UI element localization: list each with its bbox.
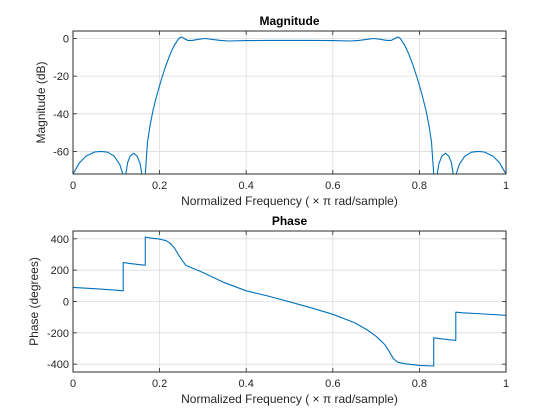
phase-series-line <box>72 236 507 367</box>
magnitude-plot-area <box>72 30 507 175</box>
phase-y-tick-label: 0 <box>63 297 69 309</box>
phase-x-tick-label: 0.8 <box>412 378 427 390</box>
magnitude-x-tick-label: 0.6 <box>325 180 340 192</box>
phase-x-tick-label: 0.2 <box>152 378 167 390</box>
magnitude-grid <box>73 31 506 174</box>
phase-x-tick-label: 1 <box>503 378 509 390</box>
magnitude-series-line <box>72 150 124 175</box>
phase-trace <box>72 236 507 367</box>
phase-axes: 0 0.2 0.4 0.6 0.8 1 400 200 0 -200 -400 Phase Norm… <box>27 214 509 406</box>
magnitude-y-tick-label: 0 <box>63 34 69 46</box>
phase-x-tick-label: 0 <box>70 378 76 390</box>
magnitude-series-line <box>436 152 454 175</box>
phase-y-tick-label: 400 <box>51 234 69 246</box>
phase-ticks: 0 0.2 0.4 0.6 0.8 1 400 200 0 -200 -400 <box>47 231 509 390</box>
magnitude-y-axis-label: Magnitude (dB) <box>34 61 48 143</box>
phase-y-tick-label: -200 <box>47 328 69 340</box>
magnitude-series-line <box>125 152 143 175</box>
magnitude-series-line <box>144 36 435 175</box>
magnitude-y-tick-label: -20 <box>53 71 69 83</box>
phase-x-tick-label: 0.6 <box>325 378 340 390</box>
magnitude-x-tick-label: 0 <box>70 180 76 192</box>
magnitude-axes: 0 0.2 0.4 0.6 0.8 1 0 -20 -40 -60 Magnitude Norma… <box>34 14 509 208</box>
phase-y-tick-label: 200 <box>51 265 69 277</box>
magnitude-ticks: 0 0.2 0.4 0.6 0.8 1 0 -20 -40 -60 <box>53 31 509 192</box>
phase-y-axis-label: Phase (degrees) <box>27 257 41 346</box>
magnitude-x-axis-label: Normalized Frequency ( × π rad/sample) <box>181 194 398 208</box>
magnitude-trace <box>72 36 507 175</box>
magnitude-x-tick-label: 1 <box>503 180 509 192</box>
phase-title: Phase <box>272 214 308 228</box>
phase-x-tick-label: 0.4 <box>239 378 254 390</box>
phase-x-axis-label: Normalized Frequency ( × π rad/sample) <box>181 392 398 406</box>
magnitude-series-line <box>455 150 507 175</box>
magnitude-x-tick-label: 0.4 <box>239 180 254 192</box>
phase-y-tick-label: -400 <box>47 359 69 371</box>
magnitude-x-tick-label: 0.2 <box>152 180 167 192</box>
magnitude-x-tick-label: 0.8 <box>412 180 427 192</box>
magnitude-title: Magnitude <box>260 14 320 28</box>
magnitude-y-tick-label: -40 <box>53 109 69 121</box>
magnitude-y-tick-label: -60 <box>53 146 69 158</box>
